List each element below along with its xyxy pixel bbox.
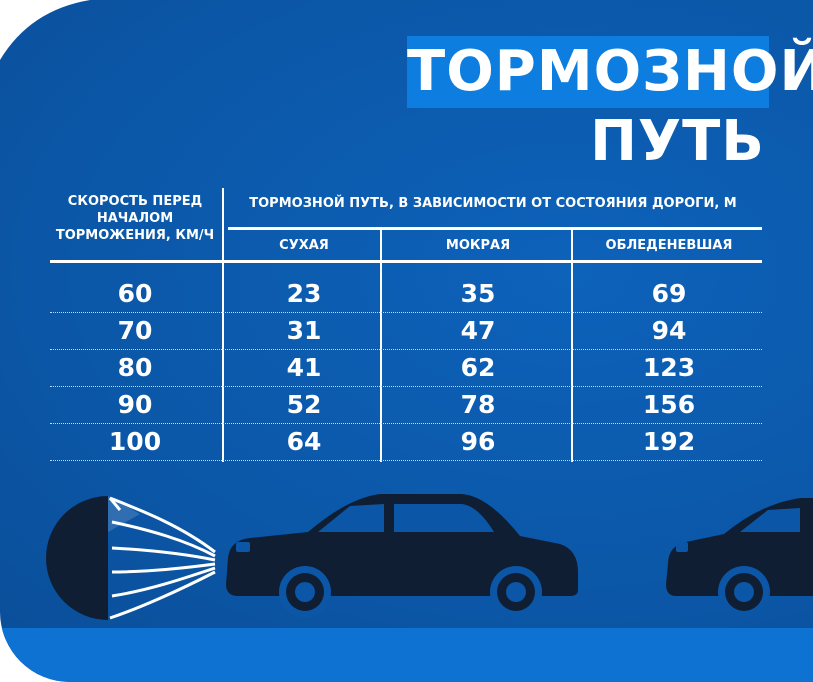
wet-cell: 78 [460,390,496,419]
table-rule [228,227,762,230]
title-line-1: ТОРМОЗНОЙ [407,39,813,104]
dry-cell: 23 [286,279,322,308]
corner-cut [0,0,90,60]
table-divider [222,188,224,462]
speed-cell: 80 [117,353,153,382]
wet-cell: 96 [460,427,496,456]
column-header-dry: СУХАЯ [279,238,329,253]
car-icon [226,494,578,618]
column-header-wet: МОКРАЯ [445,238,511,253]
icy-cell: 94 [651,316,687,345]
wet-cell: 62 [460,353,496,382]
car-icon [666,498,813,618]
icy-cell: 192 [642,427,696,456]
dry-cell: 31 [286,316,322,345]
dry-cell: 41 [286,353,322,382]
table-row: 90 52 78 156 [50,387,762,424]
dry-cell: 52 [286,390,322,419]
speed-cell: 70 [117,316,153,345]
parachute-icon [46,496,216,620]
table-row: 60 23 35 69 [50,276,762,313]
title-line-2: ПУТЬ [590,109,765,174]
road-strip [0,628,813,682]
table-divider [380,230,382,462]
wet-cell: 47 [460,316,496,345]
title-highlight [407,36,769,108]
table-row: 100 64 96 192 [50,424,762,461]
table-rule [50,260,762,263]
speed-column-header: СКОРОСТЬ ПЕРЕД НАЧАЛОМ ТОРМОЖЕНИЯ, КМ/Ч [55,194,215,243]
wet-cell: 35 [460,279,496,308]
table-divider [571,230,573,462]
distance-column-header: ТОРМОЗНОЙ ПУТЬ, В ЗАВИСИМОСТИ ОТ СОСТОЯН… [249,196,737,211]
speed-cell: 60 [117,279,153,308]
speed-cell: 100 [108,427,162,456]
table-row: 80 41 62 123 [50,350,762,387]
icy-cell: 156 [642,390,696,419]
braking-illustration [46,494,813,620]
icy-cell: 69 [651,279,687,308]
icy-cell: 123 [642,353,696,382]
dry-cell: 64 [286,427,322,456]
table-row: 70 31 47 94 [50,313,762,350]
speed-cell: 90 [117,390,153,419]
column-header-icy: ОБЛЕДЕНЕВШАЯ [605,238,733,253]
